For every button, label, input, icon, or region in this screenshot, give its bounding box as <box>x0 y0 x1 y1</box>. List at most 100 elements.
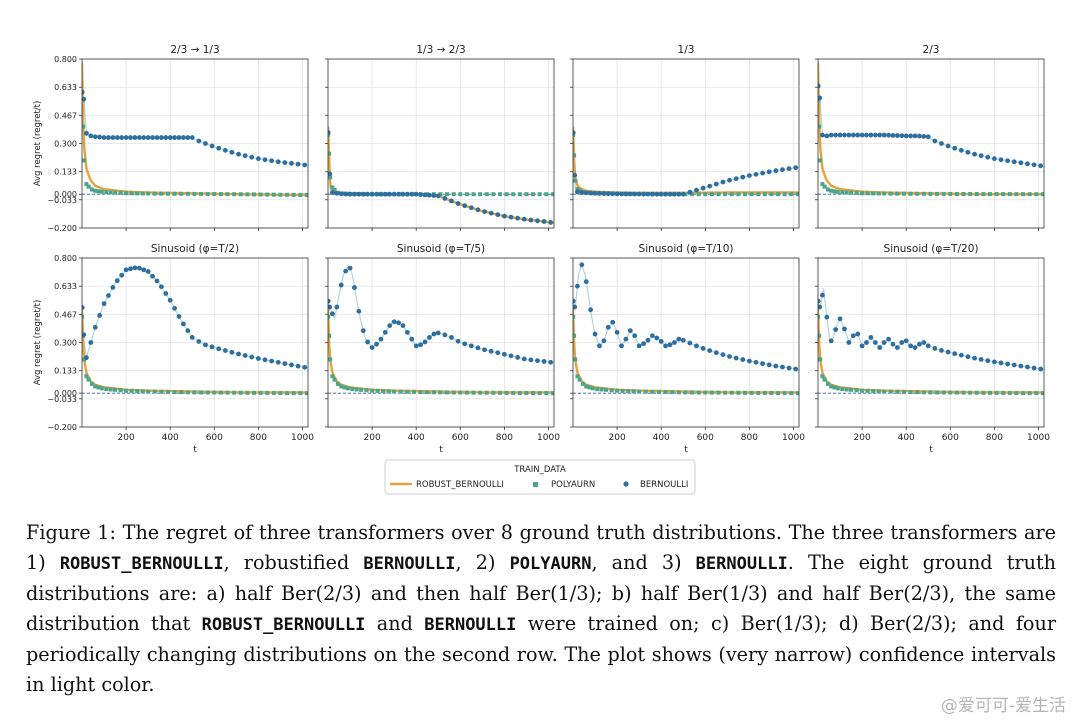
bernoulli-point <box>163 291 169 296</box>
bernoulli-point <box>128 135 133 140</box>
bernoulli-point <box>908 133 914 139</box>
bernoulli-point <box>676 336 682 342</box>
bernoulli-point <box>881 132 887 138</box>
bernoulli-point <box>575 283 580 289</box>
polyaurn-point <box>298 391 303 396</box>
polyaurn-point <box>359 387 364 392</box>
bernoulli-point <box>746 173 752 179</box>
polyaurn-point <box>96 385 101 390</box>
plot-series <box>82 62 308 198</box>
bernoulli-point <box>855 132 861 138</box>
bernoulli-point <box>282 160 288 165</box>
bernoulli-point <box>573 130 576 136</box>
polyaurn-point <box>795 391 799 396</box>
bernoulli-point <box>123 135 129 140</box>
bernoulli-point <box>352 191 357 197</box>
bernoulli-point <box>92 324 98 330</box>
x-tick-label: 1000 <box>782 433 805 443</box>
polyaurn-point <box>915 390 920 395</box>
bernoulli-point <box>579 190 585 195</box>
bernoulli-point <box>462 341 468 347</box>
polyaurn-point <box>199 191 204 196</box>
polyaurn-point <box>478 390 483 395</box>
polyaurn-point <box>285 391 290 396</box>
bernoulli-point <box>334 304 340 310</box>
bernoulli-point <box>786 365 792 371</box>
bernoulli-point <box>468 343 474 349</box>
polyaurn-point <box>908 191 913 196</box>
caption-code: POLYAURN <box>509 554 592 574</box>
y-tick-label: 0.300 <box>54 339 77 348</box>
bernoulli-point <box>347 191 353 197</box>
bernoulli-point <box>636 343 642 349</box>
polyaurn-point <box>86 184 91 189</box>
bernoulli-point <box>903 338 909 344</box>
bernoulli-point <box>360 328 366 334</box>
polyaurn-point <box>544 192 549 197</box>
polyaurn-point <box>392 389 397 394</box>
legend: TRAIN_DATA ROBUST_BERNOULLI POLYAURN BERNOU… <box>384 459 696 495</box>
caption-code: ROBUST_BERNOULLI <box>59 554 224 574</box>
y-tick-label: 0.467 <box>54 310 77 319</box>
x-axis-label: t <box>684 445 688 455</box>
bernoulli-point <box>209 143 215 149</box>
bernoulli-point <box>356 191 362 197</box>
bernoulli-point <box>495 350 501 356</box>
bernoulli-point <box>400 191 406 197</box>
bernoulli-point <box>132 135 138 140</box>
polyaurn-point <box>328 314 331 319</box>
bernoulli-point <box>431 331 437 337</box>
polyaurn-point <box>124 388 129 393</box>
polyaurn-point <box>656 389 661 394</box>
polyaurn-point <box>832 189 837 194</box>
polyaurn-point <box>165 191 170 196</box>
y-axis-label: Avg regret (regret/t) <box>33 300 43 386</box>
polyaurn-point <box>96 189 101 194</box>
x-tick-label: 800 <box>250 433 267 443</box>
bernoulli-point <box>328 298 331 304</box>
polyaurn-point <box>524 391 529 396</box>
plot-frame <box>81 58 309 229</box>
y-tick-label: 0.000 <box>54 190 77 199</box>
polyaurn-point <box>82 314 85 319</box>
polyaurn-point <box>676 390 681 395</box>
bernoulli-point <box>818 304 823 310</box>
plot-series <box>328 265 554 396</box>
bernoulli-point <box>167 297 173 303</box>
bernoulli-point <box>864 132 869 138</box>
bernoulli-point <box>488 210 494 216</box>
plot-series <box>328 126 554 225</box>
polyaurn-point <box>165 389 170 394</box>
polyaurn-point <box>749 390 754 395</box>
polyaurn-point <box>643 389 648 394</box>
polyaurn-point <box>152 389 157 394</box>
bernoulli-point <box>998 360 1004 366</box>
bernoulli-point <box>495 212 501 218</box>
polyaurn-point <box>497 390 502 395</box>
caption-text: , 2) <box>455 551 510 574</box>
polyaurn-point <box>245 192 250 197</box>
bernoulli-point <box>508 214 514 220</box>
bernoulli-point <box>793 165 799 171</box>
bernoulli-point <box>753 359 759 365</box>
polyaurn-point <box>974 192 979 197</box>
polyaurn-point <box>825 381 830 386</box>
polyaurn-point <box>370 388 375 393</box>
bernoulli-point <box>818 83 821 89</box>
bernoulli-point <box>338 191 344 197</box>
bernoulli-point <box>101 135 107 140</box>
bernoulli-point <box>610 319 616 325</box>
polyaurn-point <box>709 192 714 197</box>
bernoulli-point <box>658 338 664 344</box>
bernoulli-point <box>136 135 142 140</box>
bernoulli-point <box>1038 163 1044 169</box>
bernoulli-point <box>289 160 294 166</box>
polyaurn-point <box>948 191 953 196</box>
bernoulli-point <box>958 147 964 153</box>
bernoulli-point <box>515 215 521 221</box>
bernoulli-point <box>991 156 997 162</box>
bernoulli-point <box>818 298 821 304</box>
polyaurn-point <box>696 390 701 395</box>
polyaurn-point <box>981 390 986 395</box>
plot-frame <box>327 257 555 428</box>
